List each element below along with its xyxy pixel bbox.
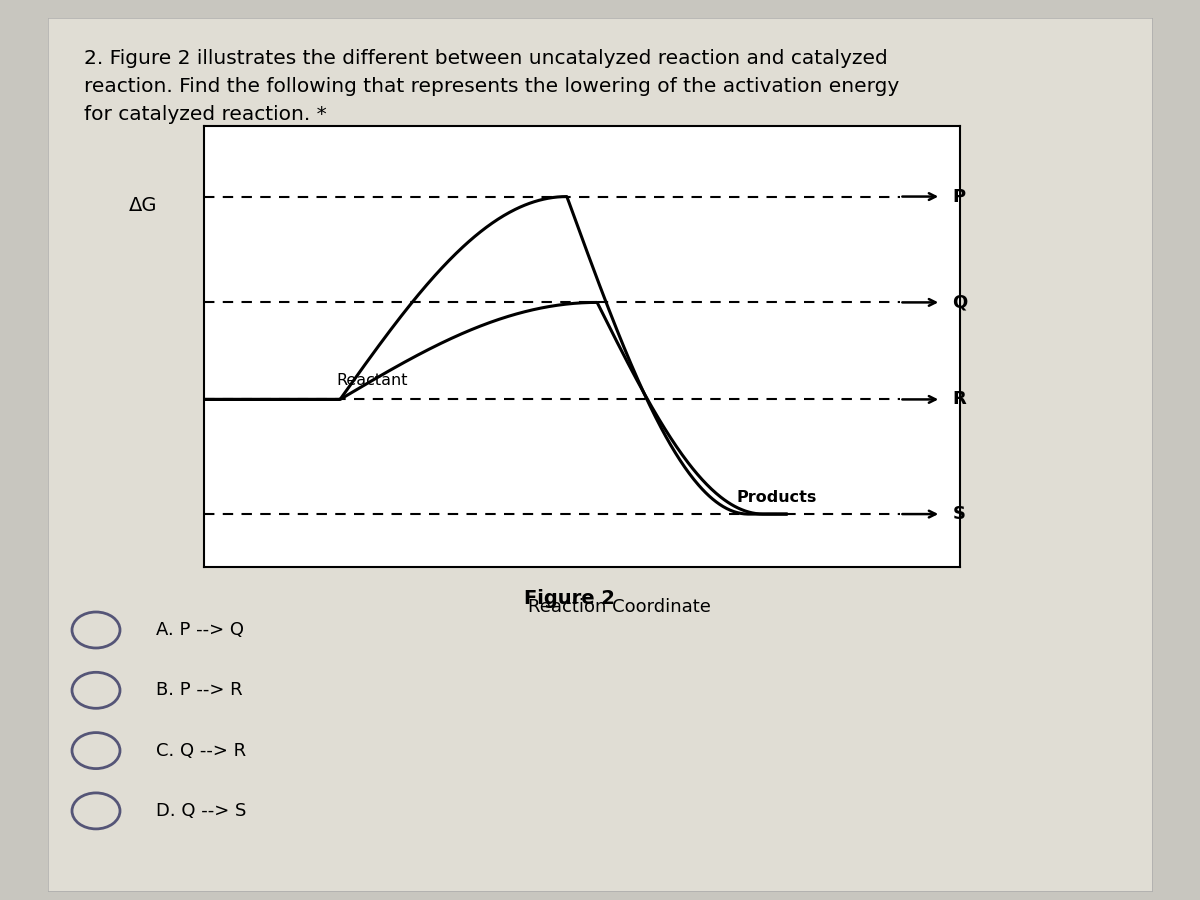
Text: P: P (953, 187, 966, 205)
Text: 2. Figure 2 illustrates the different between uncatalyzed reaction and catalyzed: 2. Figure 2 illustrates the different be… (84, 50, 899, 124)
Text: ΔG: ΔG (130, 196, 157, 215)
Text: Products: Products (737, 491, 817, 505)
Text: Reactant: Reactant (336, 374, 408, 389)
Text: Figure 2: Figure 2 (524, 590, 616, 608)
Text: A. P --> Q: A. P --> Q (156, 621, 244, 639)
Text: D. Q --> S: D. Q --> S (156, 802, 246, 820)
Text: C. Q --> R: C. Q --> R (156, 742, 246, 760)
Text: R: R (953, 391, 966, 409)
Text: B. P --> R: B. P --> R (156, 681, 242, 699)
Text: Q: Q (953, 293, 967, 311)
Text: Reaction Coordinate: Reaction Coordinate (528, 598, 712, 616)
Text: S: S (953, 505, 966, 523)
